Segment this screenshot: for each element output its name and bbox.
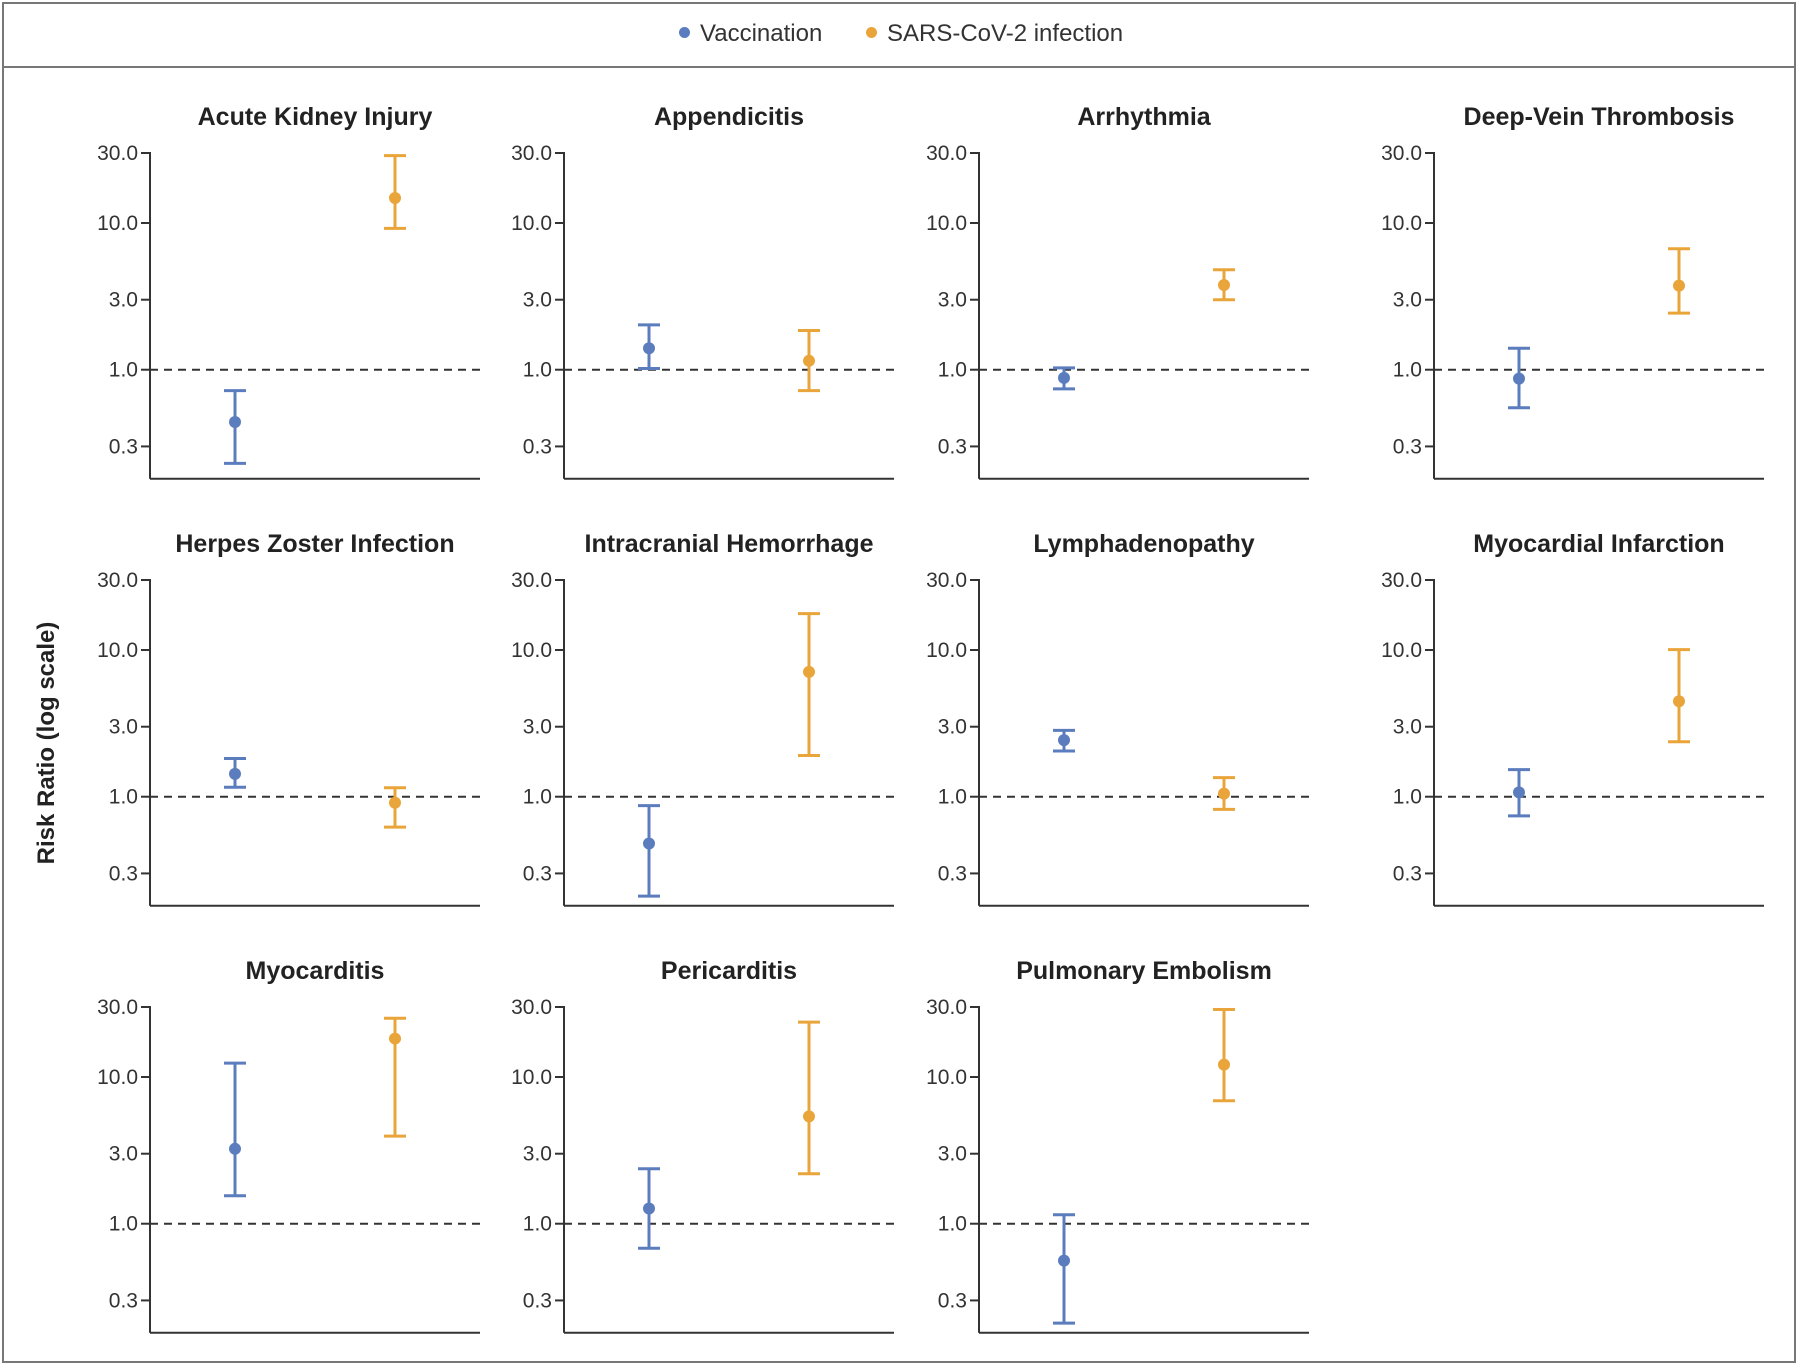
- y-axis-label: Risk Ratio (log scale): [33, 622, 60, 865]
- y-tick-label-intracranial-hemorrhage-3: 10.0: [511, 639, 552, 662]
- point-pericarditis-vaccination: [643, 1202, 655, 1215]
- y-tick-label-lymphadenopathy-4: 30.0: [926, 569, 967, 592]
- panel-title-myocarditis: Myocarditis: [246, 957, 385, 985]
- y-tick-label-pulmonary-embolism-2: 3.0: [938, 1143, 967, 1166]
- point-myocarditis-vaccination: [229, 1142, 241, 1155]
- y-tick-label-deep-vein-thrombosis-1: 1.0: [1393, 359, 1422, 382]
- y-tick-label-appendicitis-1: 1.0: [523, 359, 552, 382]
- point-intracranial-hemorrhage-vaccination: [643, 837, 655, 850]
- y-tick-label-pericarditis-2: 3.0: [523, 1143, 552, 1166]
- point-lymphadenopathy-sars-cov-2-infection: [1218, 787, 1230, 800]
- y-tick-label-acute-kidney-injury-0: 0.3: [109, 435, 138, 458]
- point-herpes-zoster-infection-sars-cov-2-infection: [389, 796, 401, 809]
- y-tick-label-pericarditis-1: 1.0: [523, 1213, 552, 1236]
- y-tick-label-herpes-zoster-infection-0: 0.3: [109, 862, 138, 885]
- y-tick-label-appendicitis-2: 3.0: [523, 289, 552, 312]
- y-tick-label-intracranial-hemorrhage-2: 3.0: [523, 716, 552, 739]
- point-lymphadenopathy-vaccination: [1058, 734, 1070, 747]
- legend-label-vaccination: Vaccination: [700, 20, 823, 47]
- y-tick-label-pulmonary-embolism-1: 1.0: [938, 1213, 967, 1236]
- y-tick-label-pericarditis-4: 30.0: [511, 996, 552, 1019]
- panel-title-myocardial-infarction: Myocardial Infarction: [1473, 530, 1724, 558]
- point-acute-kidney-injury-sars-cov-2-infection: [389, 192, 401, 205]
- y-tick-label-arrhythmia-0: 0.3: [938, 435, 967, 458]
- panel-title-intracranial-hemorrhage: Intracranial Hemorrhage: [585, 530, 874, 558]
- legend-item-vaccination: Vaccination: [679, 20, 822, 48]
- y-tick-label-acute-kidney-injury-3: 10.0: [97, 212, 138, 235]
- panel-title-arrhythmia: Arrhythmia: [1077, 103, 1211, 131]
- y-tick-label-appendicitis-0: 0.3: [523, 435, 552, 458]
- y-tick-label-deep-vein-thrombosis-0: 0.3: [1393, 435, 1422, 458]
- legend-item-infection: SARS-CoV-2 infection: [866, 20, 1123, 48]
- point-pulmonary-embolism-vaccination: [1058, 1254, 1070, 1267]
- y-tick-label-herpes-zoster-infection-2: 3.0: [109, 716, 138, 739]
- y-tick-label-myocarditis-3: 10.0: [97, 1066, 138, 1089]
- y-tick-label-acute-kidney-injury-4: 30.0: [97, 142, 138, 165]
- y-tick-label-lymphadenopathy-1: 1.0: [938, 786, 967, 809]
- panel-title-herpes-zoster-infection: Herpes Zoster Infection: [175, 530, 454, 558]
- point-myocardial-infarction-vaccination: [1513, 786, 1525, 799]
- panel-title-pericarditis: Pericarditis: [661, 957, 797, 985]
- y-tick-label-herpes-zoster-infection-4: 30.0: [97, 569, 138, 592]
- point-herpes-zoster-infection-vaccination: [229, 767, 241, 780]
- point-arrhythmia-vaccination: [1058, 371, 1070, 384]
- point-pericarditis-sars-cov-2-infection: [803, 1110, 815, 1123]
- y-tick-label-acute-kidney-injury-2: 3.0: [109, 289, 138, 312]
- y-tick-label-pulmonary-embolism-0: 0.3: [938, 1289, 967, 1312]
- y-tick-label-myocardial-infarction-3: 10.0: [1381, 639, 1422, 662]
- y-tick-label-intracranial-hemorrhage-1: 1.0: [523, 786, 552, 809]
- point-appendicitis-sars-cov-2-infection: [803, 354, 815, 367]
- y-tick-label-arrhythmia-4: 30.0: [926, 142, 967, 165]
- y-tick-label-lymphadenopathy-0: 0.3: [938, 862, 967, 885]
- point-deep-vein-thrombosis-sars-cov-2-infection: [1673, 279, 1685, 292]
- point-myocardial-infarction-sars-cov-2-infection: [1673, 695, 1685, 708]
- y-tick-label-deep-vein-thrombosis-4: 30.0: [1381, 142, 1422, 165]
- y-tick-label-myocardial-infarction-0: 0.3: [1393, 862, 1422, 885]
- y-tick-label-pulmonary-embolism-3: 10.0: [926, 1066, 967, 1089]
- legend-marker-infection: [866, 27, 877, 39]
- legend: Vaccination SARS-CoV-2 infection: [2, 2, 1796, 68]
- y-tick-label-arrhythmia-2: 3.0: [938, 289, 967, 312]
- y-tick-label-appendicitis-4: 30.0: [511, 142, 552, 165]
- y-tick-label-intracranial-hemorrhage-0: 0.3: [523, 862, 552, 885]
- point-deep-vein-thrombosis-vaccination: [1513, 372, 1525, 385]
- y-tick-label-myocardial-infarction-4: 30.0: [1381, 569, 1422, 592]
- y-tick-label-myocardial-infarction-1: 1.0: [1393, 786, 1422, 809]
- point-arrhythmia-sars-cov-2-infection: [1218, 278, 1230, 291]
- y-tick-label-deep-vein-thrombosis-3: 10.0: [1381, 212, 1422, 235]
- y-tick-label-deep-vein-thrombosis-2: 3.0: [1393, 289, 1422, 312]
- point-intracranial-hemorrhage-sars-cov-2-infection: [803, 665, 815, 678]
- y-tick-label-myocardial-infarction-2: 3.0: [1393, 716, 1422, 739]
- y-tick-label-intracranial-hemorrhage-4: 30.0: [511, 569, 552, 592]
- point-pulmonary-embolism-sars-cov-2-infection: [1218, 1058, 1230, 1071]
- y-tick-label-arrhythmia-1: 1.0: [938, 359, 967, 382]
- y-tick-label-myocarditis-1: 1.0: [109, 1213, 138, 1236]
- y-tick-label-pericarditis-3: 10.0: [511, 1066, 552, 1089]
- y-tick-label-lymphadenopathy-2: 3.0: [938, 716, 967, 739]
- point-appendicitis-vaccination: [643, 342, 655, 355]
- y-tick-label-acute-kidney-injury-1: 1.0: [109, 359, 138, 382]
- point-acute-kidney-injury-vaccination: [229, 416, 241, 429]
- y-tick-label-appendicitis-3: 10.0: [511, 212, 552, 235]
- y-tick-label-arrhythmia-3: 10.0: [926, 212, 967, 235]
- panel-title-lymphadenopathy: Lymphadenopathy: [1033, 530, 1254, 558]
- y-tick-label-herpes-zoster-infection-3: 10.0: [97, 639, 138, 662]
- panel-title-acute-kidney-injury: Acute Kidney Injury: [198, 103, 433, 131]
- y-tick-label-herpes-zoster-infection-1: 1.0: [109, 786, 138, 809]
- panel-title-pulmonary-embolism: Pulmonary Embolism: [1016, 957, 1272, 985]
- y-tick-label-pulmonary-embolism-4: 30.0: [926, 996, 967, 1019]
- y-tick-label-myocarditis-4: 30.0: [97, 996, 138, 1019]
- legend-label-infection: SARS-CoV-2 infection: [887, 20, 1124, 47]
- y-tick-label-lymphadenopathy-3: 10.0: [926, 639, 967, 662]
- panel-title-appendicitis: Appendicitis: [654, 103, 804, 131]
- legend-marker-vaccination: [679, 27, 690, 39]
- point-myocarditis-sars-cov-2-infection: [389, 1032, 401, 1045]
- panel-title-deep-vein-thrombosis: Deep-Vein Thrombosis: [1464, 103, 1735, 131]
- y-tick-label-pericarditis-0: 0.3: [523, 1289, 552, 1312]
- y-tick-label-myocarditis-0: 0.3: [109, 1289, 138, 1312]
- y-tick-label-myocarditis-2: 3.0: [109, 1143, 138, 1166]
